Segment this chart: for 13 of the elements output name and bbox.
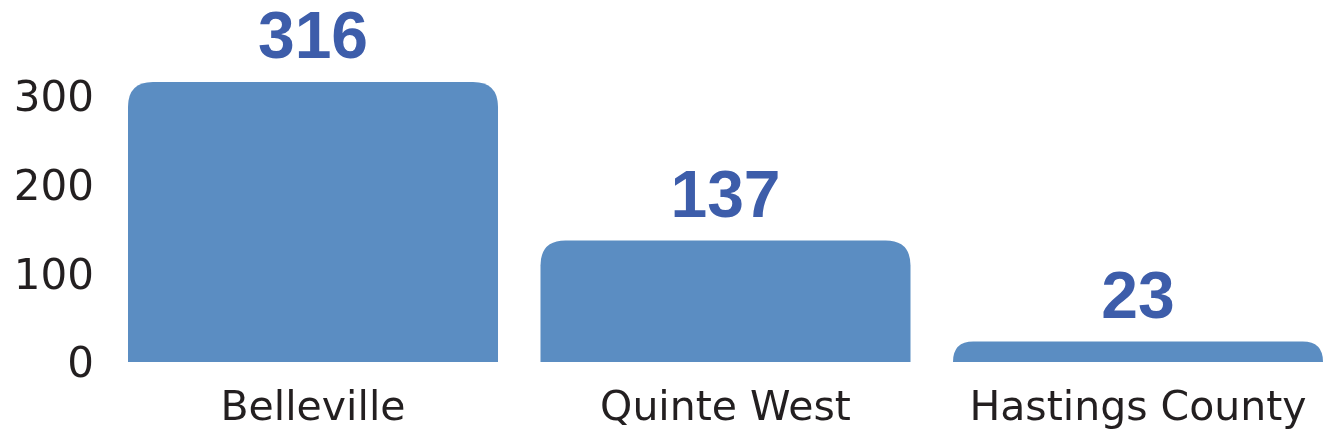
bar [952, 341, 1323, 362]
x-tick-label: Belleville [220, 382, 406, 430]
data-label: 316 [257, 0, 369, 72]
data-label: 23 [1101, 257, 1175, 332]
bar [540, 240, 911, 362]
y-tick-label: 100 [13, 249, 94, 299]
y-tick-label: 300 [13, 72, 94, 122]
y-tick-label: 200 [13, 160, 94, 210]
x-tick-label: Quinte West [600, 382, 851, 430]
x-tick-label: Hastings County [969, 382, 1307, 430]
bar [128, 82, 499, 362]
data-label: 137 [670, 156, 781, 231]
y-tick-label: 0 [67, 338, 94, 388]
